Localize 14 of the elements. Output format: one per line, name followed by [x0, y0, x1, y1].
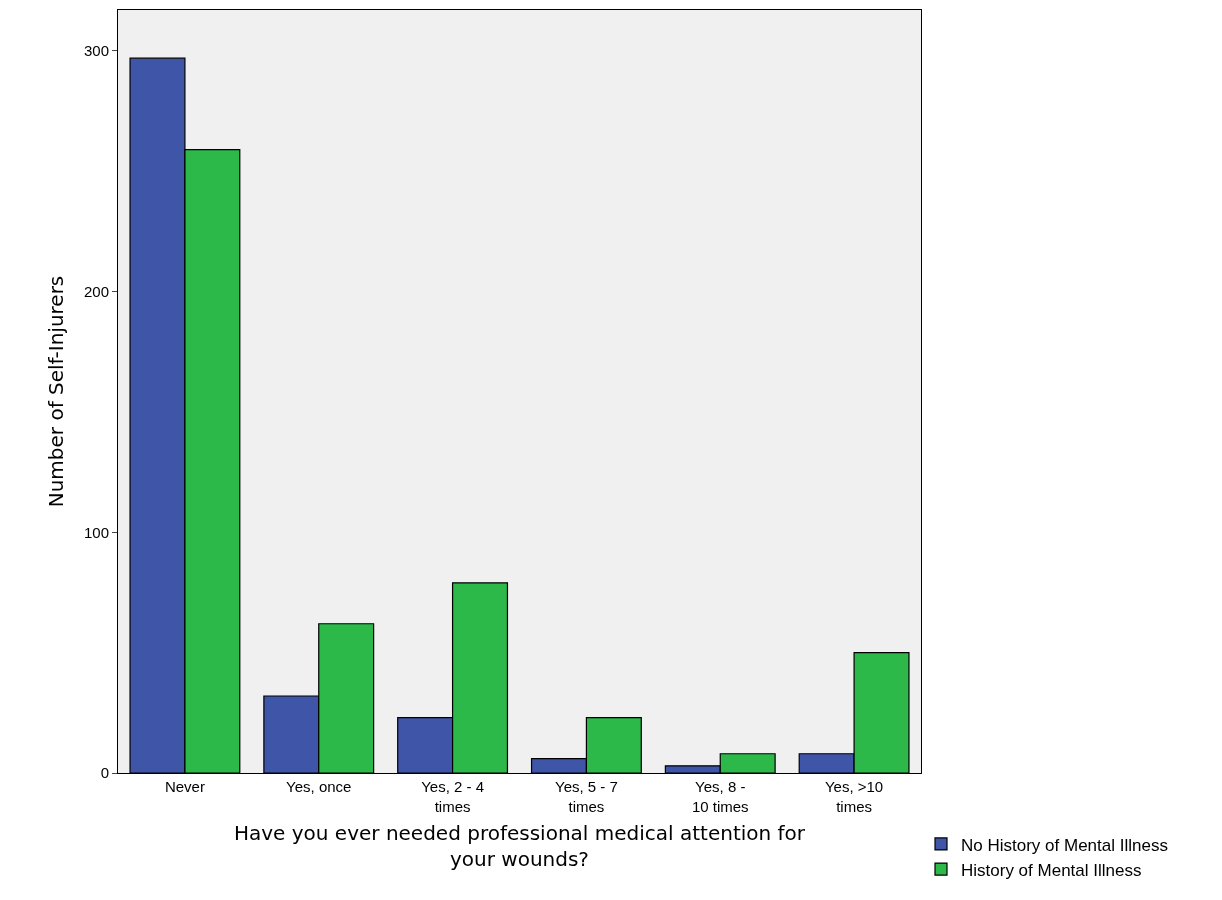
x-tick-label: Yes, >10 times	[824, 778, 884, 815]
x-tick-label: Yes, 8 - 10 times	[691, 778, 749, 815]
y-tick-label: 200	[83, 282, 109, 300]
x-axis-title: Have you ever needed professional medical attention for your wounds?	[233, 821, 806, 871]
y-tick-label: 0	[100, 764, 109, 782]
x-tick-label: Never	[164, 778, 205, 795]
legend-label: History of Mental Illness	[961, 860, 1142, 880]
y-tick-label: 300	[83, 42, 109, 60]
y-tick-label: 100	[83, 523, 109, 541]
x-tick-label: Yes, 5 - 7 times	[555, 778, 618, 815]
y-axis-title: Number of Self-Injurers	[44, 275, 69, 508]
x-tick-label: Yes, once	[286, 778, 352, 795]
legend-label: No History of Mental Illness	[961, 835, 1168, 855]
x-tick-label: Yes, 2 - 4 times	[421, 778, 484, 815]
